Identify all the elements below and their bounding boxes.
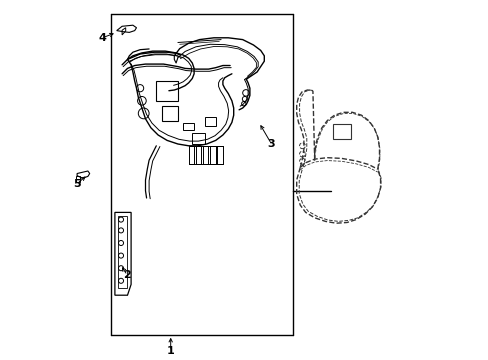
Text: 2: 2 bbox=[123, 270, 131, 280]
Text: 3: 3 bbox=[267, 139, 275, 149]
Text: 4: 4 bbox=[98, 33, 106, 43]
Text: 5: 5 bbox=[73, 179, 81, 189]
Text: 1: 1 bbox=[166, 346, 174, 356]
